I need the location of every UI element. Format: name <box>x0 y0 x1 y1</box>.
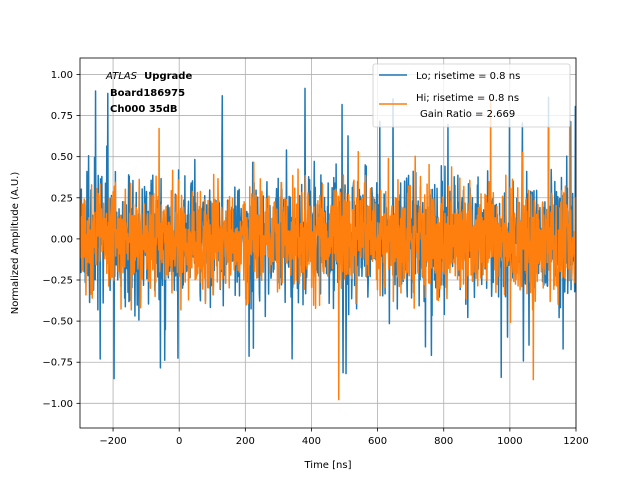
y-tick-label: −0.75 <box>42 358 73 369</box>
x-tick-label: 600 <box>368 436 387 447</box>
x-tick-label: 200 <box>236 436 255 447</box>
legend-label-hi: Hi; risetime = 0.8 ns <box>416 93 519 104</box>
y-tick-label: 0.00 <box>51 234 73 245</box>
y-tick-label: 1.00 <box>51 70 73 81</box>
annotation-tag: Upgrade <box>144 71 192 82</box>
legend-label-lo: Lo; risetime = 0.8 ns <box>416 71 520 82</box>
series-line-hi <box>80 98 576 401</box>
annotation-experiment: ATLAS <box>105 71 138 82</box>
axes-frame <box>79 57 577 429</box>
x-tick-label: 0 <box>176 436 182 447</box>
x-axis-label: Time [ns] <box>303 460 351 471</box>
x-tick-label: 800 <box>434 436 453 447</box>
atlas-annotation: ATLAS Upgrade Board186975 Ch000 35dB <box>105 71 192 115</box>
x-tick-label: 1000 <box>497 436 522 447</box>
x-tick-label: −200 <box>99 436 126 447</box>
legend-box <box>372 63 571 128</box>
annotation-channel: Ch000 35dB <box>110 104 178 115</box>
x-tick-label: 1200 <box>563 436 588 447</box>
y-tick-label: −0.25 <box>42 276 73 287</box>
y-tick-label: 0.75 <box>51 111 73 122</box>
x-tick-label: 400 <box>302 436 321 447</box>
y-tick-label: 0.50 <box>51 152 73 163</box>
y-axis-label: Normalized Amplitude (A.U.) <box>10 172 21 315</box>
annotation-board: Board186975 <box>110 88 185 99</box>
legend: Lo; risetime = 0.8 ns Hi; risetime = 0.8… <box>372 63 571 128</box>
legend-label-hi-gain: Gain Ratio = 2.669 <box>420 109 515 120</box>
y-tick-label: 0.25 <box>51 193 73 204</box>
y-tick-label: −0.50 <box>42 317 73 328</box>
series-layer <box>80 87 576 401</box>
y-tick-label: −1.00 <box>42 399 73 410</box>
y-axis-ticks: −1.00 −0.75 −0.50 −0.25 0.00 0.25 0.50 0.75 1.00 <box>42 70 80 410</box>
svg-text:ATLAS Upgrade: ATLAS Upgrade <box>105 71 192 82</box>
x-axis-ticks: −200 0 200 400 600 800 1000 1200 <box>99 428 589 447</box>
